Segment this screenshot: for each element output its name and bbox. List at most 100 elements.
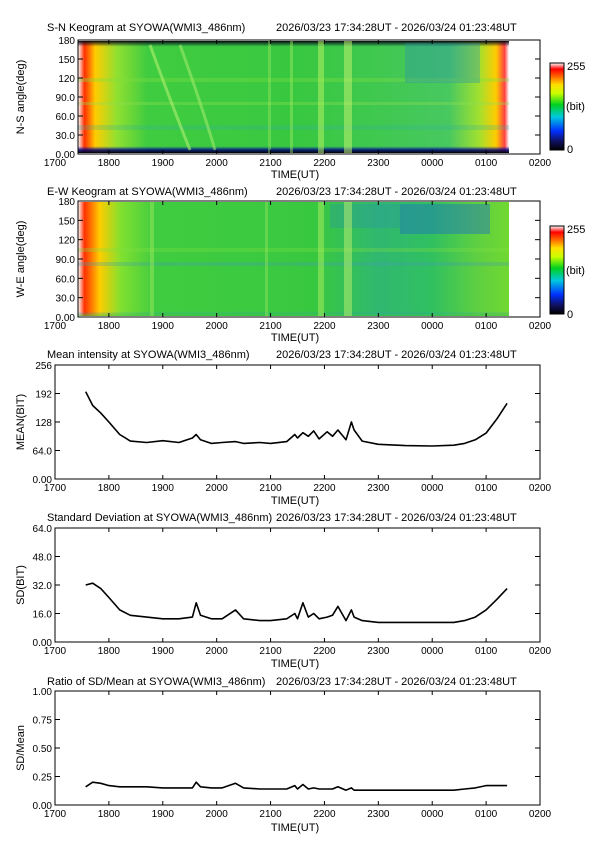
sn-keogram-y-tick-label: 120	[58, 74, 75, 85]
sn-keogram-x-tick-label: 1900	[152, 158, 175, 169]
ratio-y-tick-label: 0.00	[33, 801, 53, 812]
ratio-x-tick-label: 1900	[152, 809, 175, 820]
mean-intensity-series-line	[84, 391, 508, 447]
standard-deviation-x-tick-label: 1800	[98, 646, 121, 657]
ew-keogram-panel: E-W Keogram at SYOWA(WMI3_486nm) 2026/03…	[15, 186, 585, 344]
ew-colorbar-min-label: 0	[567, 309, 573, 321]
standard-deviation-x-tick-label: 2000	[206, 646, 229, 657]
mean-intensity-y-tick-label: 192	[35, 390, 52, 401]
ratio-x-tick-label: 0100	[475, 809, 498, 820]
ew-keogram-y-tick-label: 0.00	[56, 313, 76, 324]
standard-deviation-series-line	[85, 582, 508, 624]
ew-keogram-image	[78, 202, 509, 316]
mean-intensity-x-tick-label: 2300	[367, 483, 390, 494]
sn-keogram-y-tick-label: 60.0	[56, 112, 76, 123]
standard-deviation-y-tick-label: 16.0	[33, 610, 53, 621]
standard-deviation-x-tick-label: 2200	[313, 646, 336, 657]
mean-intensity-x-tick-label: 2000	[206, 483, 229, 494]
ew-keogram-x-tick-label: 0100	[475, 321, 498, 332]
mean-intensity-x-tick-label: 1700	[44, 483, 67, 494]
ew-keogram-y-tick-label: 180	[58, 197, 75, 208]
mean-intensity-y-tick-label: 0.00	[33, 475, 53, 486]
sn-keogram-x-tick-label: 2200	[313, 158, 336, 169]
sn-keogram-panel: S-N Keogram at SYOWA(WMI3_486nm) 2026/03…	[15, 22, 585, 181]
sn-keogram-x-tick-label: 0000	[421, 158, 444, 169]
ew-keogram-y-tick-label: 60.0	[56, 274, 76, 285]
ratio-x-tick-label: 2200	[313, 809, 336, 820]
ratio-x-tick-label: 2300	[367, 809, 390, 820]
mean-intensity-x-tick-label: 2100	[259, 483, 282, 494]
ew-colorbar-unit-label: (bit)	[566, 265, 585, 277]
standard-deviation-title: Standard Deviation at SYOWA(WMI3_486nm)	[47, 512, 272, 524]
sn-keogram-y-tick-label: 180	[58, 36, 75, 47]
sn-keogram-y-tick-label: 150	[58, 55, 75, 66]
sn-keogram-x-tick-label: 2000	[206, 158, 229, 169]
sn-keogram-y-tick-label: 30.0	[56, 131, 76, 142]
sn-keogram-x-tick-label: 2300	[367, 158, 390, 169]
standard-deviation-x-tick-label: 0200	[529, 646, 552, 657]
sn-keogram-x-tick-label: 0200	[529, 158, 552, 169]
mean-intensity-ylabel: MEAN(BIT)	[15, 394, 27, 450]
sn-keogram-x-tick-label: 1800	[98, 158, 121, 169]
ew-keogram-colorbar: 255 (bit) 0	[549, 224, 585, 321]
standard-deviation-x-tick-label: 0000	[421, 646, 444, 657]
ew-keogram-ylabel: W-E angle(deg)	[15, 221, 27, 298]
ew-keogram-x-tick-label: 1800	[98, 321, 121, 332]
standard-deviation-x-tick-label: 0100	[475, 646, 498, 657]
ratio-panel: Ratio of SD/Mean at SYOWA(WMI3_486nm) 20…	[15, 676, 552, 834]
ratio-x-tick-label: 1800	[98, 809, 121, 820]
mean-intensity-panel: Mean intensity at SYOWA(WMI3_486nm) 2026…	[15, 349, 552, 507]
ratio-time-range: 2026/03/23 17:34:28UT - 2026/03/24 01:23…	[276, 676, 517, 688]
mean-intensity-x-tick-label: 0100	[475, 483, 498, 494]
mean-intensity-x-tick-label: 1900	[152, 483, 175, 494]
standard-deviation-panel: Standard Deviation at SYOWA(WMI3_486nm) …	[15, 512, 552, 670]
standard-deviation-frame	[54, 527, 541, 643]
ew-keogram-time-range: 2026/03/23 17:34:28UT - 2026/03/24 01:23…	[276, 186, 517, 198]
sn-keogram-x-tick-label: 0100	[475, 158, 498, 169]
mean-intensity-title: Mean intensity at SYOWA(WMI3_486nm)	[47, 349, 250, 361]
ratio-y-tick-label: 0.75	[33, 716, 53, 727]
ratio-x-tick-label: 1700	[44, 809, 67, 820]
mean-intensity-y-tick-label: 64.0	[33, 447, 53, 458]
sn-keogram-x-tick-label: 2100	[259, 158, 282, 169]
mean-intensity-x-tick-label: 0200	[529, 483, 552, 494]
standard-deviation-y-tick-label: 0.00	[33, 638, 53, 649]
standard-deviation-y-tick-label: 48.0	[33, 553, 53, 564]
standard-deviation-y-tick-label: 64.0	[33, 524, 53, 535]
ratio-y-tick-label: 0.50	[33, 744, 53, 755]
ratio-x-tick-label: 0200	[529, 809, 552, 820]
standard-deviation-time-range: 2026/03/23 17:34:28UT - 2026/03/24 01:23…	[276, 512, 517, 524]
ew-keogram-title: E-W Keogram at SYOWA(WMI3_486nm)	[47, 186, 248, 198]
ew-colorbar-max-label: 255	[567, 224, 585, 236]
sn-colorbar-unit-label: (bit)	[566, 101, 585, 113]
ratio-series-line	[85, 781, 508, 792]
ew-keogram-x-tick-label: 2100	[259, 321, 282, 332]
standard-deviation-x-tick-label: 1700	[44, 646, 67, 657]
sn-keogram-image	[78, 41, 509, 153]
ratio-x-tick-label: 2100	[259, 809, 282, 820]
mean-intensity-time-range: 2026/03/23 17:34:28UT - 2026/03/24 01:23…	[276, 349, 517, 361]
ratio-x-tick-label: 2000	[206, 809, 229, 820]
ew-keogram-x-tick-label: 2300	[367, 321, 390, 332]
mean-intensity-y-tick-label: 256	[35, 361, 52, 372]
mean-intensity-x-tick-label: 1800	[98, 483, 121, 494]
sn-keogram-y-tick-label: 0.00	[56, 150, 76, 161]
sn-keogram-x-tick-label: 1700	[44, 158, 67, 169]
ratio-ylabel: SD/Mean	[15, 725, 27, 771]
ew-keogram-y-tick-label: 150	[58, 216, 75, 227]
standard-deviation-ylabel: SD(BIT)	[15, 565, 27, 605]
ew-keogram-x-tick-label: 1900	[152, 321, 175, 332]
mean-intensity-frame	[54, 364, 541, 480]
ew-keogram-x-tick-label: 0000	[421, 321, 444, 332]
sn-keogram-xlabel: TIME(UT)	[271, 169, 319, 181]
ew-keogram-y-tick-label: 120	[58, 236, 75, 247]
ew-keogram-x-tick-label: 2000	[206, 321, 229, 332]
ew-keogram-x-tick-label: 2200	[313, 321, 336, 332]
ratio-title: Ratio of SD/Mean at SYOWA(WMI3_486nm)	[47, 676, 265, 688]
mean-intensity-x-tick-label: 0000	[421, 483, 444, 494]
ratio-y-tick-label: 1.00	[33, 687, 53, 698]
ratio-xlabel: TIME(UT)	[271, 822, 319, 834]
ratio-x-tick-label: 0000	[421, 809, 444, 820]
